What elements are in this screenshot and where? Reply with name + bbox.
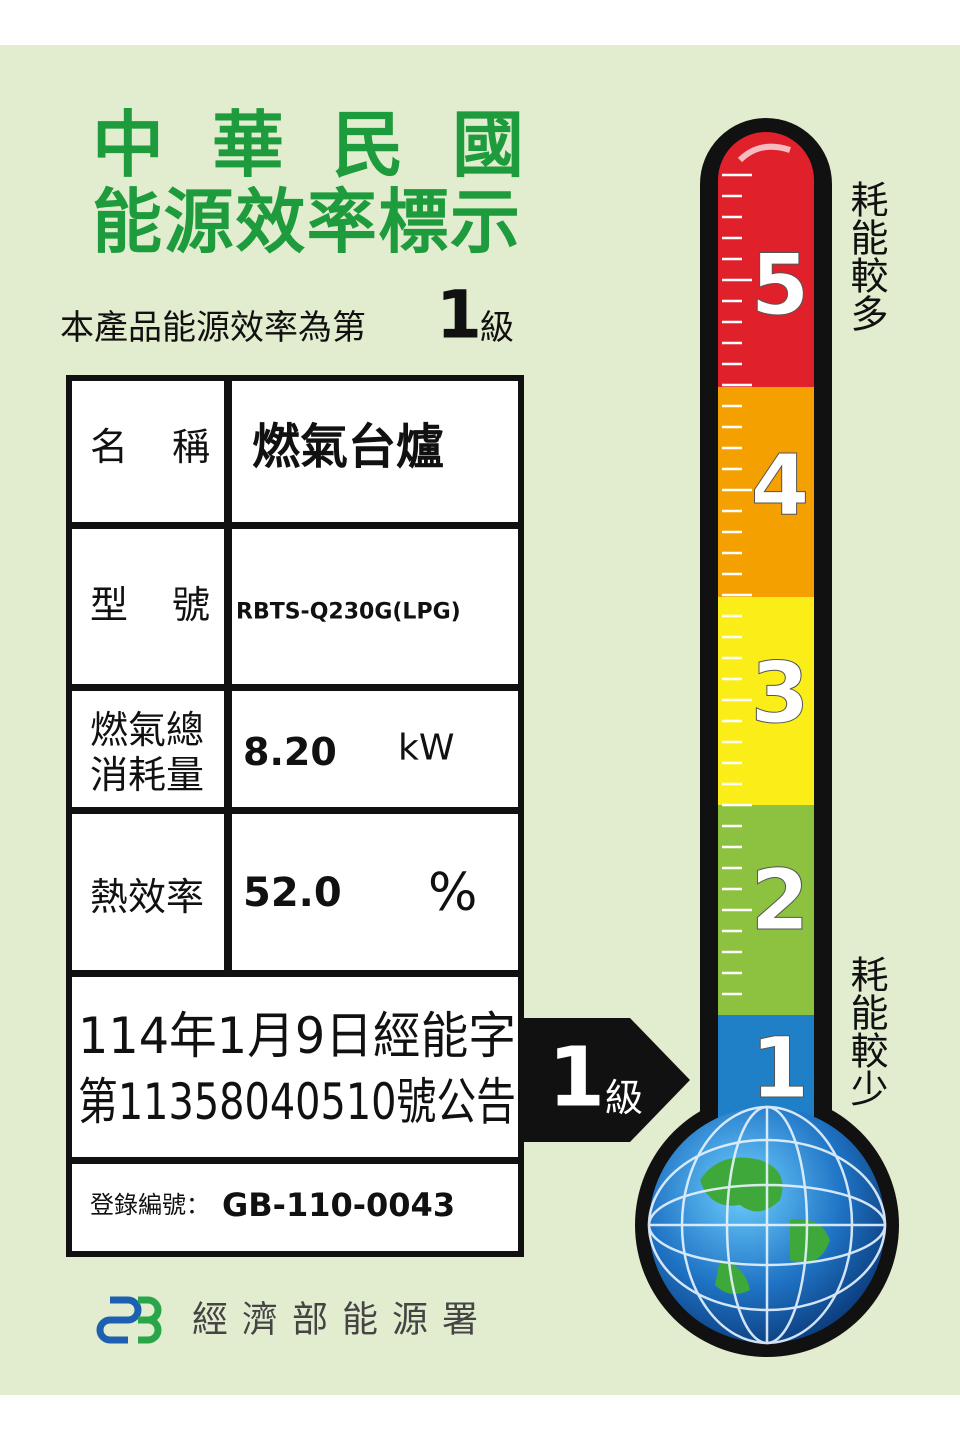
row-label: 名稱	[90, 425, 254, 469]
cell	[72, 814, 224, 970]
registration-value: GB-110-0043	[222, 1186, 455, 1224]
cell	[232, 529, 518, 684]
grade-suffix: 級	[480, 308, 514, 348]
scale-ticks	[722, 173, 752, 996]
globe-grid	[647, 1105, 887, 1345]
cell	[72, 691, 224, 807]
cell	[232, 381, 518, 522]
cell	[232, 691, 518, 807]
row-unit: %	[428, 863, 477, 923]
land	[715, 1260, 750, 1294]
grade-prefix: 本產品能源效率為第	[60, 308, 366, 348]
level-number: 5	[751, 236, 809, 334]
bottom-note: 耗能較少	[844, 955, 888, 1107]
announcement: 第11358040510號公告	[78, 1073, 516, 1131]
title: 中華民國	[92, 103, 572, 187]
cell	[72, 381, 224, 522]
announcement: 114年1月9日經能字	[78, 1007, 516, 1065]
row-value: RBTS-Q230G(LPG)	[236, 600, 461, 625]
level-number: 1	[751, 1019, 809, 1117]
level-number: 3	[751, 644, 809, 742]
level-number: 2	[751, 851, 809, 949]
cell	[72, 529, 224, 684]
row-label: 消耗量	[90, 753, 204, 797]
cell	[232, 814, 518, 970]
globe-land	[700, 1157, 830, 1294]
grade-number: 1	[436, 277, 482, 354]
row-unit: kW	[398, 728, 454, 769]
agency-logo	[96, 1296, 162, 1344]
level-number: 4	[751, 436, 809, 534]
cell	[72, 1164, 518, 1251]
top-note: 耗能較多	[844, 180, 888, 332]
row-value: 8.20	[243, 730, 337, 774]
registration-label: 登錄編號：	[90, 1191, 210, 1219]
arrow-grade: 1	[548, 1031, 605, 1126]
grade-arrow	[522, 1018, 690, 1142]
arrow-suffix: 級	[605, 1076, 643, 1120]
logo-part	[96, 1296, 142, 1344]
row-label: 型號	[90, 583, 254, 627]
footer: 經濟部能源署	[192, 1300, 492, 1341]
row-label: 熱效率	[90, 875, 204, 919]
title: 能源效率標示	[92, 181, 520, 263]
level-numbers: 5 4 3 2 1	[750, 236, 809, 1118]
row-value: 燃氣台爐	[252, 419, 444, 475]
row-value: 52.0	[243, 870, 342, 916]
cell	[72, 977, 518, 1157]
row-label: 燃氣總	[90, 708, 204, 752]
land	[790, 1219, 830, 1263]
table-cells	[72, 381, 518, 1251]
tube-shine	[737, 143, 791, 163]
land	[700, 1157, 783, 1212]
level-4	[718, 387, 814, 597]
logo-part	[138, 1296, 162, 1344]
